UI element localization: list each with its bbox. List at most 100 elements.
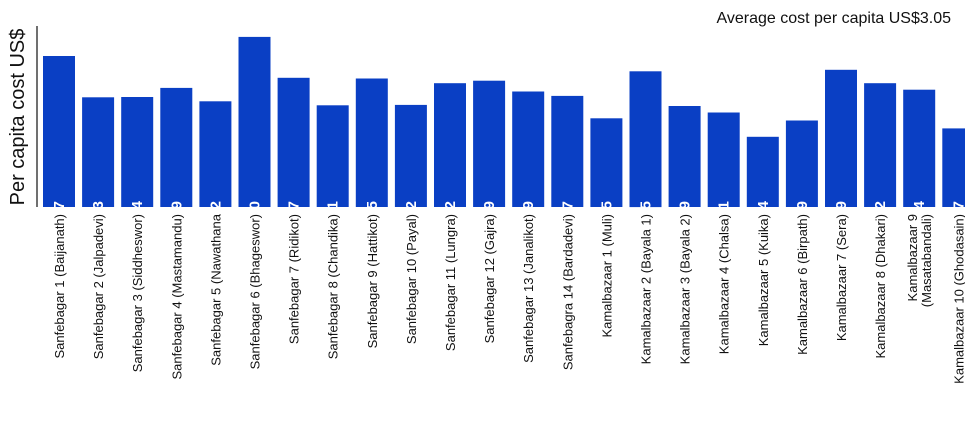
bar-24	[942, 128, 965, 207]
x-tick-label-13-line-1: Sanfebagar 13 (Janalikot)	[521, 214, 536, 363]
x-tick-label-5: Sanfebagar 5 (Nawathana	[208, 213, 223, 366]
x-tick-label-9: Sanfebagar 9 (Hattikot)	[365, 214, 380, 348]
x-tick-label-18-line-1: Kamalbazaar 4 (Chalsa)	[717, 214, 732, 354]
bar-8	[316, 105, 349, 207]
bar-value-label-23: $3.24	[911, 200, 928, 238]
bar-value-label-14: $3.07	[559, 201, 576, 239]
x-tick-label-16-line-1: Kamalbazaar 2 (Bayala 1)	[639, 214, 654, 364]
x-tick-labels: Sanfebagar 1 (Baijanath) Sanfebagar 2 (Ja…	[52, 213, 965, 384]
bar-value-label-5: $2.92	[207, 201, 224, 239]
x-tick-label-20-line-1: Kamalbazaar 6 (Birpath)	[795, 214, 810, 355]
x-tick-label-1: Sanfebagar 1 (Baijanath)	[52, 214, 67, 359]
x-tick-label-15: Kamalbazaar 1 (Muli)	[599, 214, 614, 338]
x-tick-label-18: Kamalbazaar 4 (Chalsa)	[717, 214, 732, 354]
bar-value-label-9: $3.55	[364, 201, 381, 239]
bar-value-label-8: $2.81	[325, 201, 342, 239]
bar-value-label-15: $2.45	[598, 201, 615, 239]
bar-12	[473, 80, 506, 207]
bar-17	[668, 106, 701, 207]
y-axis-label: Per capita cost US$	[7, 29, 29, 206]
x-tick-label-24: Kamalbazaar 10 (Ghodasain)	[951, 214, 965, 384]
bar-5	[199, 101, 232, 207]
bar-22	[864, 83, 897, 207]
bar-4	[160, 87, 193, 207]
x-tick-label-23-line-2: (Masatabandali)	[919, 214, 934, 307]
bar-14	[551, 95, 584, 207]
x-tick-label-9-line-1: Sanfebagar 9 (Hattikot)	[365, 214, 380, 348]
bar-6	[238, 36, 271, 208]
bar-10	[394, 104, 427, 207]
x-tick-label-1-line-1: Sanfebagar 1 (Baijanath)	[52, 214, 67, 359]
x-tick-label-7-line-1: Sanfebagar 7 (Ridikot)	[287, 214, 302, 344]
x-tick-label-23-line-1: Kamalbazaar 9	[905, 214, 920, 301]
x-tick-label-17-line-1: Kamalbazaar 3 (Bayala 2)	[678, 214, 693, 364]
x-tick-label-11-line-1: Sanfebagar 11 (Lungra)	[443, 214, 458, 351]
bar-7	[277, 77, 310, 207]
bar-value-label-1: $4.17	[51, 201, 68, 239]
x-tick-label-8-line-1: Sanfebagar 8 (Chandika)	[326, 214, 341, 359]
bar-value-label-19: $1.94	[755, 200, 772, 238]
bar-16	[629, 71, 662, 208]
bar-value-label-4: $3.29	[168, 201, 185, 239]
bar-13	[512, 91, 545, 207]
bar-20	[785, 120, 818, 207]
bar-2	[82, 97, 115, 207]
x-tick-label-14: Sanfebagra 14 (Bardadevi)	[560, 214, 575, 370]
x-tick-label-19-line-1: Kamalbazaar 5 (Kuika)	[756, 214, 771, 346]
x-tick-label-14-line-1: Sanfebagra 14 (Bardadevi)	[560, 214, 575, 370]
x-tick-label-10: Sanfebagar 10 (Payal)	[404, 214, 419, 344]
x-tick-label-5-line-1: Sanfebagar 5 (Nawathana	[208, 213, 223, 366]
bar-11	[434, 83, 466, 207]
x-tick-label-7: Sanfebagar 7 (Ridikot)	[287, 214, 302, 344]
bar-value-label-16: $3.75	[638, 201, 655, 239]
x-tick-label-19: Kamalbazaar 5 (Kuika)	[756, 214, 771, 346]
x-tick-label-15-line-1: Kamalbazaar 1 (Muli)	[599, 214, 614, 338]
bar-value-label-18: $2.61	[716, 201, 733, 239]
x-tick-label-4: Sanfebagar 4 (Mastamandu)	[169, 214, 184, 379]
x-tick-label-3-line-1: Sanfebagar 3 (Siddheswor)	[130, 214, 145, 372]
x-tick-label-2-line-1: Sanfebagar 2 (Jalpadevi)	[91, 214, 106, 359]
x-tick-label-13: Sanfebagar 13 (Janalikot)	[521, 214, 536, 363]
bar-19	[746, 136, 779, 207]
x-tick-label-11: Sanfebagar 11 (Lungra)	[443, 214, 458, 351]
x-tick-label-6: Sanfebagar 6 (Bhageswor)	[248, 214, 263, 369]
x-tick-label-6-line-1: Sanfebagar 6 (Bhageswor)	[248, 214, 263, 369]
bar-18	[707, 112, 740, 207]
bar-value-label-2: $3.03	[90, 201, 107, 239]
bar-value-label-21: $3.79	[833, 201, 850, 239]
x-tick-label-8: Sanfebagar 8 (Chandika)	[326, 214, 341, 359]
bar-value-label-6: $4.70	[247, 201, 264, 239]
bar-21	[825, 69, 857, 207]
x-tick-label-17: Kamalbazaar 3 (Bayala 2)	[678, 214, 693, 364]
bar-value-label-12: $3.49	[481, 201, 498, 239]
bar-9	[355, 78, 388, 207]
x-tick-label-21-line-1: Kamalbazaar 7 (Sera)	[834, 214, 849, 341]
x-tick-label-3: Sanfebagar 3 (Siddheswor)	[130, 214, 145, 372]
bar-15	[590, 118, 623, 207]
bar-value-label-22: $3.42	[872, 201, 889, 239]
bar-23	[903, 89, 936, 207]
bar-value-label-17: $2.79	[677, 201, 694, 239]
bar-value-label-20: $2.39	[794, 201, 811, 239]
x-tick-label-20: Kamalbazaar 6 (Birpath)	[795, 214, 810, 355]
average-cost-annotation: Average cost per capita US$3.05	[716, 10, 951, 27]
x-tick-label-12-line-1: Sanfebagar 12 (Gajra)	[482, 214, 497, 343]
x-tick-label-21: Kamalbazaar 7 (Sera)	[834, 214, 849, 341]
bar-value-label-10: $2.82	[403, 201, 420, 239]
x-tick-label-22-line-1: Kamalbazaar 8 (Dhakari)	[873, 214, 888, 359]
bar-1	[43, 56, 75, 207]
x-tick-label-10-line-1: Sanfebagar 10 (Payal)	[404, 214, 419, 344]
x-tick-label-22: Kamalbazaar 8 (Dhakari)	[873, 214, 888, 359]
bar-value-label-13: $3.19	[520, 201, 537, 239]
x-tick-label-24-line-1: Kamalbazaar 10 (Ghodasain)	[951, 214, 965, 384]
bar-value-label-11: $3.42	[442, 201, 459, 239]
bar-value-label-7: $3.57	[286, 201, 303, 239]
x-tick-label-2: Sanfebagar 2 (Jalpadevi)	[91, 214, 106, 359]
bar-value-label-24: $2.17	[950, 201, 965, 239]
x-tick-label-4-line-1: Sanfebagar 4 (Mastamandu)	[169, 214, 184, 379]
bar-value-label-3: $3.04	[129, 200, 146, 238]
x-tick-label-12: Sanfebagar 12 (Gajra)	[482, 214, 497, 343]
bars-group: $4.17 $3.03 $3.04 $3.29 $2.92 $4.70 $3.57 $2.81…	[43, 36, 965, 239]
x-tick-label-16: Kamalbazaar 2 (Bayala 1)	[639, 214, 654, 364]
